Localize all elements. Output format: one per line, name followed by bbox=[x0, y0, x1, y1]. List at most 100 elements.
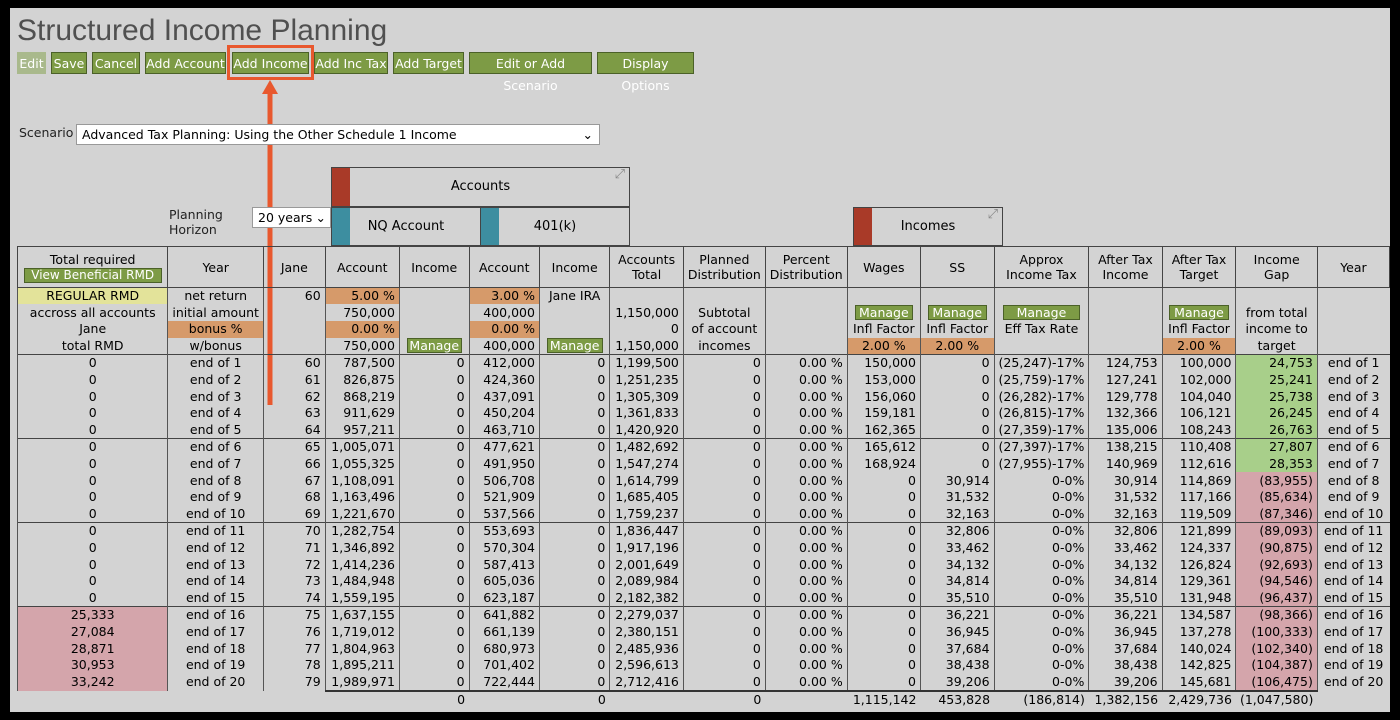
manage-button[interactable]: Manage bbox=[1169, 304, 1229, 320]
toolbar-button[interactable]: Add Income bbox=[232, 52, 309, 74]
toolbar-button[interactable]: Display Options bbox=[597, 52, 694, 93]
data-cell: 135,006 bbox=[1088, 421, 1163, 439]
data-cell: end of 15 bbox=[167, 589, 264, 607]
scenario-value: Advanced Tax Planning: Using the Other S… bbox=[82, 127, 457, 142]
manage-button[interactable]: Manage bbox=[546, 338, 603, 354]
column-header: After Tax Target bbox=[1161, 246, 1237, 288]
header-text: Jane bbox=[280, 259, 308, 275]
data-cell: 0 bbox=[538, 455, 610, 473]
data-row: 0 end of 11 70 1,282,754 0 553,693 0 1,836,447 0… bbox=[16, 522, 1390, 540]
info-cell bbox=[846, 287, 921, 305]
header-text: Wages bbox=[863, 259, 905, 275]
info-cell: total RMD bbox=[16, 337, 168, 355]
info-row: total RMD w/bonus 750,000 Manage 400,000 Mana… bbox=[16, 337, 1390, 355]
data-cell: 0 bbox=[846, 606, 921, 624]
manage-button[interactable]: Manage bbox=[927, 304, 987, 320]
data-cell: (25,759)-17% bbox=[993, 371, 1089, 389]
data-cell: 0 bbox=[16, 589, 168, 607]
data-cell: 0 bbox=[846, 657, 921, 674]
info-cell: 3.00 % bbox=[468, 287, 540, 305]
info-cell bbox=[1316, 321, 1390, 338]
data-cell: 0 bbox=[682, 354, 766, 372]
data-cell: end of 7 bbox=[167, 455, 264, 473]
header-row: Total required View Beneficial RMD Year Jan… bbox=[16, 246, 1390, 288]
data-cell: 0 bbox=[682, 539, 766, 557]
data-cell: 0 bbox=[398, 405, 470, 422]
data-cell: 70 bbox=[262, 522, 326, 540]
data-cell: 39,206 bbox=[919, 673, 995, 691]
data-cell: 0 bbox=[919, 405, 995, 422]
toolbar-button[interactable]: Cancel bbox=[92, 52, 140, 74]
data-cell: 153,000 bbox=[846, 371, 921, 389]
data-cell: 1,055,325 bbox=[324, 455, 400, 473]
info-cell bbox=[1235, 287, 1318, 305]
data-cell: 72 bbox=[262, 556, 326, 574]
data-cell: end of 12 bbox=[1316, 539, 1390, 557]
info-cell bbox=[993, 287, 1089, 305]
info-cell: 750,000 bbox=[324, 337, 400, 355]
total-cell bbox=[609, 689, 684, 708]
header-text: Percent Distribution bbox=[769, 252, 843, 282]
data-cell: 65 bbox=[262, 438, 326, 456]
info-cell: income to bbox=[1235, 321, 1318, 338]
data-cell: 30,953 bbox=[16, 657, 168, 674]
data-cell: 0.00 % bbox=[764, 623, 848, 641]
info-cell bbox=[993, 337, 1089, 355]
data-cell: 0 bbox=[16, 522, 168, 540]
toolbar-button[interactable]: Edit or Add Scenario bbox=[469, 52, 592, 93]
data-cell: 0 bbox=[682, 522, 766, 540]
data-cell: end of 13 bbox=[1316, 556, 1390, 574]
data-cell: end of 16 bbox=[1316, 606, 1390, 624]
data-cell: 868,219 bbox=[324, 388, 400, 406]
data-cell: (85,634) bbox=[1235, 489, 1318, 506]
data-cell: 74 bbox=[262, 589, 326, 607]
data-cell: 1,895,211 bbox=[324, 657, 400, 674]
data-cell: (96,437) bbox=[1235, 589, 1318, 607]
data-cell: 1,614,799 bbox=[609, 472, 684, 490]
toolbar-button[interactable]: Add Account bbox=[145, 52, 226, 74]
data-row: 0 end of 13 72 1,414,236 0 587,413 0 2,001,649 0… bbox=[16, 556, 1390, 574]
data-cell: 25,333 bbox=[16, 606, 168, 624]
data-cell: 2,485,936 bbox=[609, 640, 684, 658]
data-cell: 0 bbox=[398, 623, 470, 641]
data-cell: 0 bbox=[398, 573, 470, 590]
highlight bbox=[227, 45, 314, 80]
data-cell: 437,091 bbox=[468, 388, 540, 406]
data-cell: 1,199,500 bbox=[609, 354, 684, 372]
data-row: 30,953 end of 19 78 1,895,211 0 701,402 0 2,596… bbox=[16, 657, 1390, 674]
horizon-select[interactable]: 20 years ⌄ bbox=[252, 207, 331, 228]
toolbar-button[interactable]: Add Target bbox=[393, 52, 464, 74]
manage-button[interactable]: Manage bbox=[1002, 304, 1081, 320]
info-cell bbox=[398, 304, 470, 322]
data-cell: 0-0% bbox=[993, 673, 1089, 691]
data-cell: 71 bbox=[262, 539, 326, 557]
data-cell: 26,763 bbox=[1235, 421, 1318, 439]
manage-button[interactable]: Manage bbox=[406, 338, 462, 354]
data-cell: 1,759,237 bbox=[609, 505, 684, 523]
toolbar-button[interactable]: Save bbox=[51, 52, 87, 74]
data-cell: 165,612 bbox=[846, 438, 921, 456]
info-cell: Manage bbox=[1161, 304, 1236, 322]
data-cell: 0 bbox=[538, 388, 610, 406]
info-cell bbox=[609, 287, 684, 305]
data-cell: 140,969 bbox=[1088, 455, 1163, 473]
data-cell: (89,093) bbox=[1235, 522, 1318, 540]
data-cell: 0-0% bbox=[993, 505, 1089, 523]
toolbar-button[interactable]: Add Inc Tax bbox=[314, 52, 388, 74]
data-cell: 0.00 % bbox=[764, 589, 848, 607]
manage-button[interactable]: Manage bbox=[854, 304, 914, 320]
data-cell: 129,778 bbox=[1088, 388, 1163, 406]
data-cell: 2,380,151 bbox=[609, 623, 684, 641]
info-cell bbox=[1088, 304, 1163, 322]
data-cell: 121,899 bbox=[1161, 522, 1236, 540]
total-cell bbox=[469, 689, 540, 708]
header-text: Income bbox=[551, 259, 598, 275]
data-cell: 0 bbox=[398, 673, 470, 691]
total-cell: 453,828 bbox=[920, 689, 995, 708]
info-cell: 2.00 % bbox=[919, 337, 995, 355]
info-cell: w/bonus bbox=[167, 337, 264, 355]
toolbar-button[interactable]: Edit bbox=[17, 52, 46, 74]
view-rmd-button[interactable]: View Beneficial RMD bbox=[23, 267, 162, 283]
data-row: 28,871 end of 18 77 1,804,963 0 680,973 0 2,485… bbox=[16, 640, 1390, 658]
scenario-select[interactable]: Advanced Tax Planning: Using the Other S… bbox=[76, 124, 600, 145]
